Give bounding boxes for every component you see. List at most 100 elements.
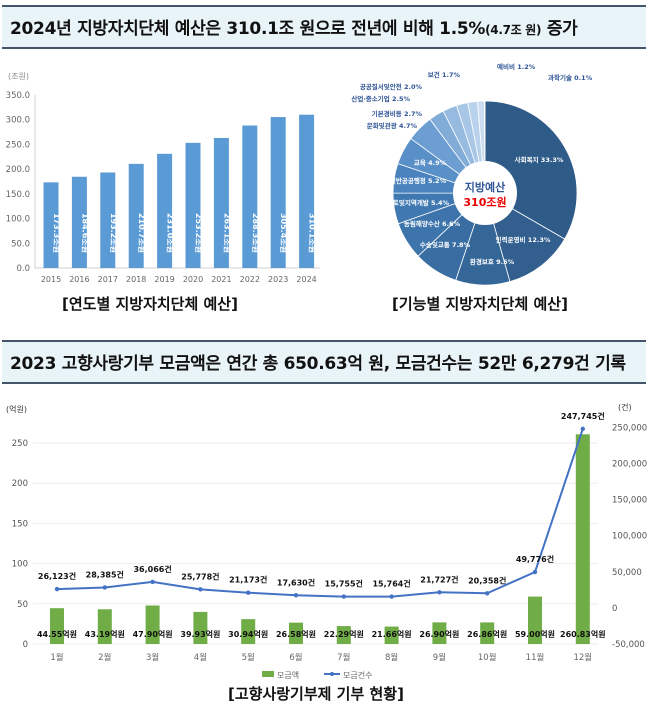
donut-slice-label: 예비비 1.2% (497, 62, 536, 71)
y-tick-label: 250.0 (6, 140, 30, 150)
count-data-label: 17,630건 (277, 577, 315, 587)
donut-center-title: 지방예산 (465, 180, 505, 194)
amount-bar (432, 622, 447, 644)
amount-data-label: 47.90억원 (133, 629, 173, 639)
left-tick-label: 250 (12, 439, 28, 449)
x-tick-label: 2020 (183, 275, 203, 284)
amount-bar (241, 619, 256, 644)
x-tick-label: 2024 (296, 275, 316, 284)
donut-slice-label: 환경보호 9.5% (470, 257, 515, 266)
amount-bar (384, 626, 399, 644)
amount-data-label: 26.58억원 (276, 629, 316, 639)
combo-chart-caption: [고향사랑기부제 기부 현황] (228, 685, 404, 703)
amount-data-label: 39.93억원 (180, 629, 220, 639)
bar-data-label: 310.1조원 (308, 213, 318, 253)
donut-slice-label: 수송및교통 7.8% (420, 240, 471, 249)
x-tick-label: 2019 (154, 275, 174, 284)
bar-data-label: 193.2조원 (109, 213, 119, 253)
donut-chart-caption: [기능별 지방자치단체 예산] (392, 295, 568, 313)
bar-data-label: 184.6조원 (80, 213, 90, 253)
donut-slice-label: 농림해양수산 6.6% (404, 219, 461, 228)
amount-bar (528, 596, 542, 644)
count-marker (293, 593, 299, 598)
month-label: 6월 (289, 652, 302, 663)
count-marker (54, 586, 60, 592)
donut-slice-label: 사회복지 33.3% (515, 155, 564, 164)
bar (43, 182, 59, 268)
left-tick-label: 150 (12, 519, 28, 529)
amount-bar (289, 622, 303, 644)
amount-bar (480, 622, 495, 644)
bar-data-label: 288.3조원 (251, 213, 261, 253)
donut-hole (453, 161, 517, 225)
amount-bar (145, 605, 160, 644)
count-data-label: 20,358건 (468, 575, 506, 585)
month-label: 7월 (337, 652, 350, 663)
bar-data-label: 253.2조원 (194, 213, 204, 253)
left-tick-label: 200 (12, 479, 28, 489)
x-tick-label: 2023 (268, 275, 288, 284)
count-marker (198, 587, 203, 592)
count-marker (485, 591, 490, 596)
right-tick-label: 0 (612, 604, 617, 614)
donut-slice-label: 공공질서및안전 2.0% (360, 82, 423, 91)
left-axis-unit: (억원) (6, 404, 27, 414)
x-tick-label: 2021 (211, 275, 231, 284)
count-data-label: 21,727건 (420, 574, 458, 584)
month-label: 10월 (478, 652, 497, 663)
y-tick-label: 100.0 (6, 215, 30, 225)
count-marker (341, 594, 346, 599)
donut-slice-label: 산업·중소기업 2.5% (351, 94, 410, 103)
count-marker (389, 594, 394, 599)
month-label: 8월 (385, 652, 398, 663)
y-tick-label: 200.0 (6, 165, 30, 175)
amount-data-label: 59.00억원 (515, 629, 555, 639)
month-label: 11월 (526, 652, 545, 663)
bar (213, 137, 229, 268)
donut-slice-label: 기본경비등 2.7% (372, 109, 423, 118)
amount-bar (193, 611, 208, 644)
bar (128, 163, 144, 268)
count-data-label: 25,778건 (181, 571, 219, 581)
count-data-label: 36,066건 (133, 564, 171, 574)
bar-data-label: 173.3조원 (52, 213, 62, 253)
y-axis-unit: (조원) (8, 72, 29, 81)
bar-data-label: 305.4조원 (279, 213, 289, 253)
amount-data-label: 22.29억원 (324, 629, 364, 639)
amount-data-label: 30.94억원 (228, 629, 268, 639)
count-marker (102, 585, 108, 590)
count-data-label: 26,123건 (38, 571, 76, 581)
y-tick-label: 300.0 (6, 116, 30, 126)
y-tick-label: 0.0 (16, 264, 30, 274)
y-tick-label: 150.0 (6, 190, 30, 200)
count-marker (532, 569, 538, 575)
amount-bar (50, 608, 64, 644)
right-tick-label: 200,000 (612, 459, 647, 469)
right-tick-label: 50,000 (612, 568, 642, 578)
right-tick-label: 250,000 (612, 423, 647, 433)
count-marker (580, 426, 585, 432)
amount-data-label: 21.66억원 (372, 629, 412, 639)
right-tick-label: 100,000 (612, 532, 647, 542)
donut-slice-label: 국토및지역개발 5.4% (387, 198, 450, 207)
bar (100, 172, 116, 268)
amount-data-label: 26.90억원 (419, 629, 459, 639)
donut-slice-label: 과학기술 0.1% (548, 73, 593, 82)
x-tick-label: 2015 (41, 275, 61, 284)
donut-slice-label: 문화및관광 4.7% (367, 121, 418, 130)
bar (299, 114, 315, 268)
bar-data-label: 210.7조원 (137, 213, 147, 253)
title-end: 증가 (541, 19, 578, 39)
right-axis-unit: (건) (618, 402, 632, 412)
left-tick-label: 50 (17, 600, 28, 610)
count-data-label: 15,764건 (372, 579, 410, 589)
count-data-label: 21,173건 (229, 575, 267, 585)
right-tick-label: -50,000 (612, 640, 645, 650)
amount-bar (336, 626, 351, 644)
amount-data-label: 44.55억원 (37, 629, 77, 639)
month-label: 1월 (50, 652, 63, 663)
month-label: 2월 (98, 652, 111, 663)
month-label: 12월 (573, 652, 592, 663)
count-marker (150, 579, 155, 585)
donut-slice-label: 보건 1.7% (428, 70, 461, 79)
